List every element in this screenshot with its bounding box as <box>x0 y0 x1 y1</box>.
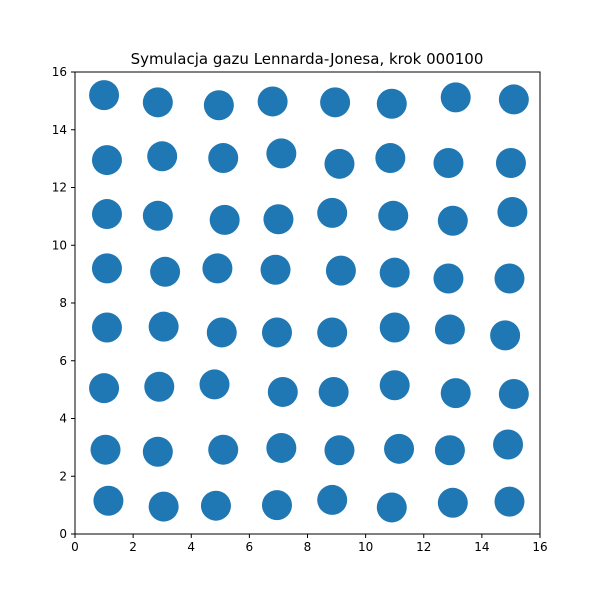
scatter-point <box>209 204 240 235</box>
y-axis: 0 2 4 6 8 10 12 14 16 <box>52 65 75 541</box>
scatter-point <box>206 317 237 348</box>
scatter-point <box>142 87 173 118</box>
scatter-point <box>260 254 291 285</box>
x-tick-label: 6 <box>246 540 254 554</box>
scatter-point <box>317 317 348 348</box>
y-tick-label: 14 <box>52 123 67 137</box>
scatter-point <box>433 263 464 294</box>
x-tick-label: 16 <box>532 540 547 554</box>
scatter-point <box>199 369 230 400</box>
scatter-point <box>434 435 465 466</box>
scatter-point <box>320 87 351 118</box>
scatter-point <box>495 147 526 178</box>
scatter-point <box>142 200 173 231</box>
scatter-point <box>379 370 410 401</box>
scatter-point <box>267 376 298 407</box>
scatter-point <box>433 147 464 178</box>
scatter-point <box>318 376 349 407</box>
scatter-point <box>317 484 348 515</box>
scatter-point <box>490 320 521 351</box>
scatter-point <box>437 205 468 236</box>
scatter-point <box>375 143 406 174</box>
x-axis: 0 2 4 6 8 10 12 14 16 <box>71 534 548 554</box>
y-tick-label: 16 <box>52 65 67 79</box>
scatter-point <box>440 378 471 409</box>
scatter-point <box>376 88 407 119</box>
scatter-point <box>325 255 356 286</box>
scatter-point <box>434 314 465 345</box>
scatter-point <box>257 86 288 117</box>
scatter-point <box>384 433 415 464</box>
scatter-point <box>379 312 410 343</box>
scatter-point <box>91 199 122 230</box>
x-tick-label: 4 <box>187 540 195 554</box>
x-tick-label: 14 <box>474 540 489 554</box>
scatter-point <box>89 373 120 404</box>
scatter-point <box>200 490 231 521</box>
x-tick-label: 10 <box>358 540 373 554</box>
scatter-point <box>93 485 124 516</box>
scatter-point <box>379 257 410 288</box>
scatter-point <box>376 492 407 523</box>
scatter-point <box>142 436 173 467</box>
scatter-point <box>437 487 468 518</box>
scatter-point <box>261 317 292 348</box>
x-tick-label: 8 <box>304 540 312 554</box>
scatter-point <box>148 311 179 342</box>
x-tick-label: 12 <box>416 540 431 554</box>
scatter-point <box>208 434 239 465</box>
scatter-point <box>202 253 233 284</box>
scatter-point <box>494 486 525 517</box>
scatter-point <box>493 429 524 460</box>
y-tick-label: 8 <box>59 296 67 310</box>
scatter-point <box>203 90 234 121</box>
y-tick-label: 2 <box>59 469 67 483</box>
scatter-point <box>91 312 122 343</box>
scatter-point <box>317 197 348 228</box>
scatter-point <box>324 148 355 179</box>
scatter-point <box>261 490 292 521</box>
scatter-point <box>148 491 179 522</box>
scatter-point <box>266 432 297 463</box>
scatter-point <box>91 253 122 284</box>
scatter-point <box>89 80 120 111</box>
scatter-point <box>266 138 297 169</box>
scatter-point <box>263 204 294 235</box>
scatter-point <box>147 141 178 172</box>
scatter-point <box>498 84 529 115</box>
y-tick-label: 6 <box>59 354 67 368</box>
y-tick-label: 0 <box>59 527 67 541</box>
scatter-point <box>150 256 181 287</box>
scatter-point <box>440 82 471 113</box>
y-tick-label: 4 <box>59 412 67 426</box>
chart-title: Symulacja gazu Lennarda-Jonesa, krok 000… <box>131 50 484 68</box>
x-tick-label: 0 <box>71 540 79 554</box>
scatter-point <box>91 145 122 176</box>
x-tick-label: 2 <box>129 540 137 554</box>
scatter-point <box>378 200 409 231</box>
scatter-point <box>208 143 239 174</box>
scatter-point <box>498 378 529 409</box>
scatter-point <box>497 197 528 228</box>
y-tick-label: 12 <box>52 181 67 195</box>
scatter-point <box>494 263 525 294</box>
y-tick-label: 10 <box>52 238 67 252</box>
scatter-point <box>144 371 175 402</box>
scatter-points <box>89 80 529 523</box>
scatter-point <box>90 434 121 465</box>
scatter-point <box>324 435 355 466</box>
